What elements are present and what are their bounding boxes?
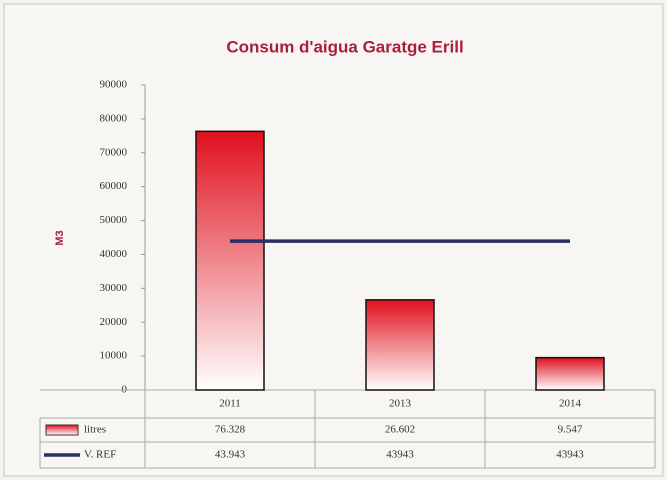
bar xyxy=(365,299,435,391)
y-tick-label: 40000 xyxy=(100,248,128,260)
data-label: 76.328 xyxy=(215,424,246,436)
y-tick-label: 30000 xyxy=(100,282,128,294)
data-label: 43943 xyxy=(386,449,414,461)
x-tick-label: 2013 xyxy=(389,398,412,410)
y-tick-label: 70000 xyxy=(100,146,128,158)
legend-label: V. REF xyxy=(84,449,116,461)
data-label: 43943 xyxy=(556,449,584,461)
y-tick-label: 20000 xyxy=(100,316,128,328)
x-tick-label: 2014 xyxy=(559,398,582,410)
bar xyxy=(195,130,265,391)
legend-swatch xyxy=(45,424,79,436)
x-tick-label: 2011 xyxy=(219,398,241,410)
legend-label: litres xyxy=(84,424,106,436)
data-label: 26.602 xyxy=(385,424,415,436)
y-tick-label: 50000 xyxy=(100,214,128,226)
y-axis-label: M3 xyxy=(54,230,66,245)
y-tick-label: 90000 xyxy=(100,79,128,91)
bar xyxy=(535,356,605,391)
y-tick-label: 60000 xyxy=(100,180,128,192)
chart-title: Consum d'aigua Garatge Erill xyxy=(226,37,463,56)
data-label: 43.943 xyxy=(215,449,246,461)
y-tick-label: 80000 xyxy=(100,112,128,124)
y-tick-label: 10000 xyxy=(100,350,128,362)
data-label: 9.547 xyxy=(558,424,583,436)
